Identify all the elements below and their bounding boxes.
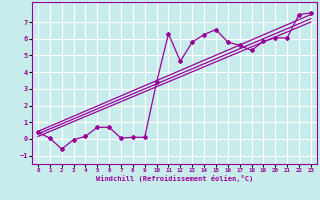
X-axis label: Windchill (Refroidissement éolien,°C): Windchill (Refroidissement éolien,°C) [96,175,253,182]
